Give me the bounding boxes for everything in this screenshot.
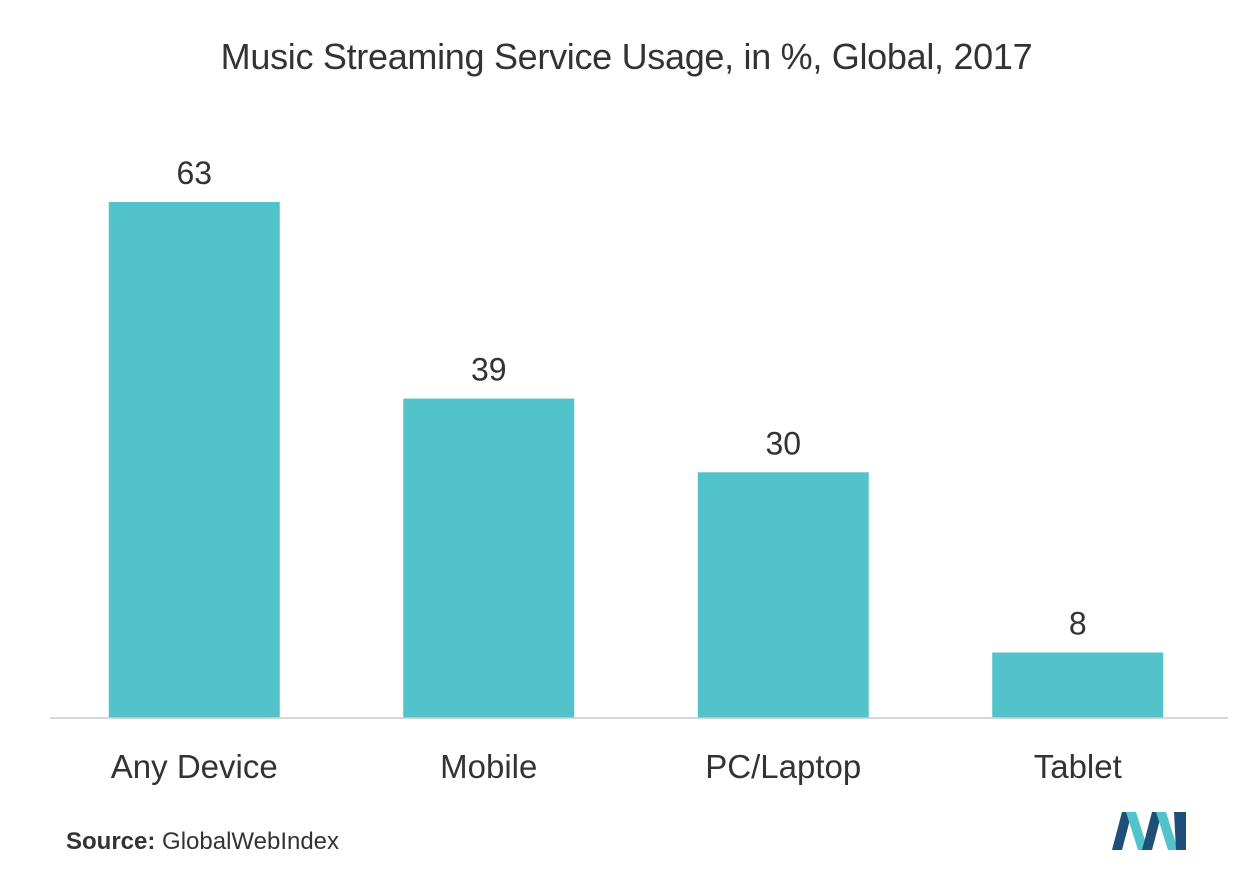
bar-mobile: [403, 398, 575, 718]
value-label: 8: [1069, 605, 1087, 641]
bar-pc-laptop: [697, 472, 869, 718]
chart-title: Music Streaming Service Usage, in %, Glo…: [220, 36, 1033, 77]
value-label: 30: [765, 425, 801, 461]
source-text: GlobalWebIndex: [162, 828, 340, 855]
value-label: 39: [471, 352, 507, 388]
mordor-intelligence-logo-icon: [1112, 812, 1186, 850]
category-label: Any Device: [111, 748, 278, 785]
category-label: Mobile: [440, 748, 537, 785]
category-label: Tablet: [1034, 748, 1122, 785]
category-labels-layer: Any Device Mobile PC/Laptop Tablet: [111, 748, 1122, 785]
bar-any-device: [108, 202, 280, 718]
bar-tablet: [992, 652, 1164, 718]
value-label: 63: [176, 155, 212, 191]
source-note: Source: GlobalWebIndex: [66, 828, 339, 856]
category-label: PC/Laptop: [705, 748, 861, 785]
bars-layer: [108, 202, 1164, 718]
value-labels-layer: 63 39 30 8: [176, 155, 1086, 641]
source-label: Source:: [66, 828, 156, 855]
